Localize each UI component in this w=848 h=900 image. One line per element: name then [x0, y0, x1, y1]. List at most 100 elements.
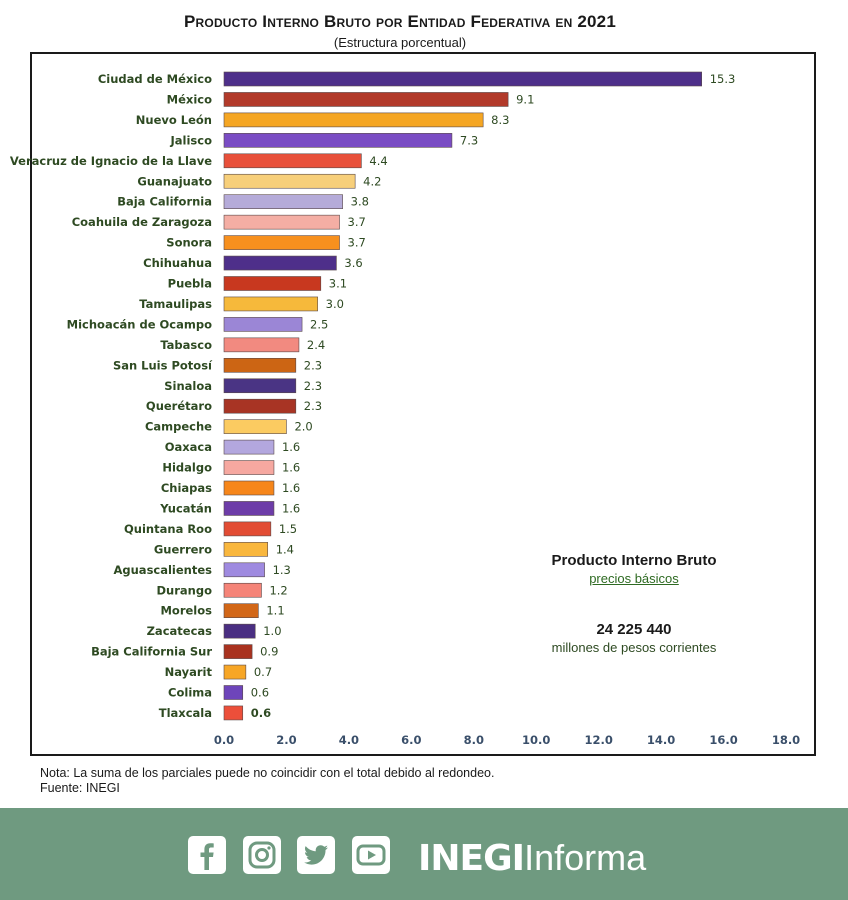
category-label: Tlaxcala [159, 706, 212, 720]
category-label: Tabasco [160, 338, 212, 352]
bar [223, 705, 244, 721]
bar [223, 460, 275, 475]
bar [223, 296, 318, 312]
bar [223, 194, 343, 209]
bar [223, 153, 362, 169]
info-title: Producto Interno Bruto [551, 552, 717, 569]
bar [223, 398, 297, 414]
brand-bold: INEGI [418, 838, 525, 879]
twitter-icon[interactable] [297, 836, 335, 874]
bar [223, 521, 272, 537]
bar [223, 664, 247, 680]
category-label: Yucatán [159, 501, 212, 515]
bar [223, 337, 300, 353]
data-label: 3.1 [329, 277, 347, 291]
data-label: 2.3 [304, 379, 322, 393]
category-label: Ciudad de México [98, 72, 212, 86]
bar [223, 501, 275, 516]
bar [223, 317, 303, 332]
category-label: Puebla [168, 277, 212, 291]
category-label: Quintana Roo [124, 522, 212, 536]
data-label: 4.2 [363, 174, 381, 188]
data-label: 3.0 [326, 297, 344, 311]
category-label: Baja California [117, 195, 212, 209]
x-tick-label: 16.0 [709, 733, 737, 747]
inegi-informa-logo: INEGIInforma [418, 836, 646, 880]
info-subtitle: precios básicos [589, 571, 679, 586]
x-tick-label: 6.0 [401, 733, 421, 747]
data-label: 1.6 [282, 481, 300, 495]
data-label: 1.0 [263, 624, 281, 638]
category-label: Durango [157, 583, 213, 597]
data-label: 2.3 [304, 399, 322, 413]
data-label: 2.3 [304, 358, 322, 372]
source-text: Fuente: INEGI [40, 781, 120, 795]
data-label: 1.3 [273, 563, 291, 577]
category-label: Baja California Sur [91, 645, 212, 659]
bar [223, 582, 262, 598]
brand-light: Informa [524, 837, 647, 878]
bar [223, 255, 337, 271]
category-label: Veracruz de Ignacio de la Llave [10, 154, 212, 168]
bar [223, 685, 244, 700]
bar [223, 378, 297, 394]
x-tick-label: 4.0 [339, 733, 359, 747]
bar [223, 276, 322, 291]
data-label: 9.1 [516, 92, 534, 106]
data-label: 1.5 [279, 522, 297, 536]
category-label: Campeche [145, 420, 212, 434]
category-label: Guerrero [154, 542, 212, 556]
category-label: Morelos [160, 604, 212, 618]
footer-bar [0, 808, 848, 900]
category-label: Chihuahua [143, 256, 212, 270]
x-tick-label: 12.0 [584, 733, 612, 747]
category-label: San Luis Potosí [113, 358, 213, 372]
category-label: Zacatecas [147, 624, 213, 638]
bar [223, 439, 275, 455]
bar [223, 623, 256, 639]
data-label: 0.9 [260, 645, 278, 659]
bar [223, 235, 340, 250]
bar [223, 92, 509, 107]
data-label: 3.7 [348, 215, 366, 229]
category-label: Tamaulipas [139, 297, 212, 311]
category-label: Hidalgo [162, 461, 212, 475]
category-label: Colima [168, 686, 212, 700]
data-label: 0.7 [254, 665, 272, 679]
x-tick-label: 10.0 [522, 733, 550, 747]
bar [223, 542, 269, 557]
category-label: México [167, 92, 212, 106]
category-label: Guanajuato [137, 174, 212, 188]
data-label: 1.1 [266, 604, 284, 618]
info-total: 24 225 440 [596, 621, 672, 638]
data-label: 0.6 [251, 686, 269, 700]
bar [223, 112, 484, 128]
data-label: 3.7 [348, 236, 366, 250]
bar [223, 357, 297, 373]
instagram-icon[interactable] [243, 836, 281, 874]
category-label: Michoacán de Ocampo [67, 317, 212, 331]
info-units: millones de pesos corrientes [551, 640, 717, 655]
data-label: 2.4 [307, 338, 325, 352]
data-label: 2.0 [294, 420, 312, 434]
facebook-icon[interactable] [188, 836, 226, 874]
data-label: 1.6 [282, 440, 300, 454]
data-label: 1.6 [282, 461, 300, 475]
data-label: 1.4 [276, 542, 294, 556]
category-label: Nayarit [165, 665, 213, 679]
chart-title: Producto Interno Bruto por Entidad Feder… [184, 12, 616, 31]
data-label: 3.6 [344, 256, 362, 270]
bar [223, 603, 259, 619]
bar [223, 644, 253, 659]
x-tick-label: 8.0 [464, 733, 484, 747]
bar [223, 133, 453, 148]
category-label: Sonora [166, 236, 212, 250]
category-label: Nuevo León [136, 113, 212, 127]
data-label: 0.6 [251, 706, 271, 720]
category-label: Chiapas [161, 481, 212, 495]
youtube-icon[interactable] [352, 836, 390, 874]
bar [223, 419, 287, 434]
bar [223, 480, 275, 496]
chart-frame [30, 52, 816, 756]
category-label: Querétaro [146, 399, 212, 413]
